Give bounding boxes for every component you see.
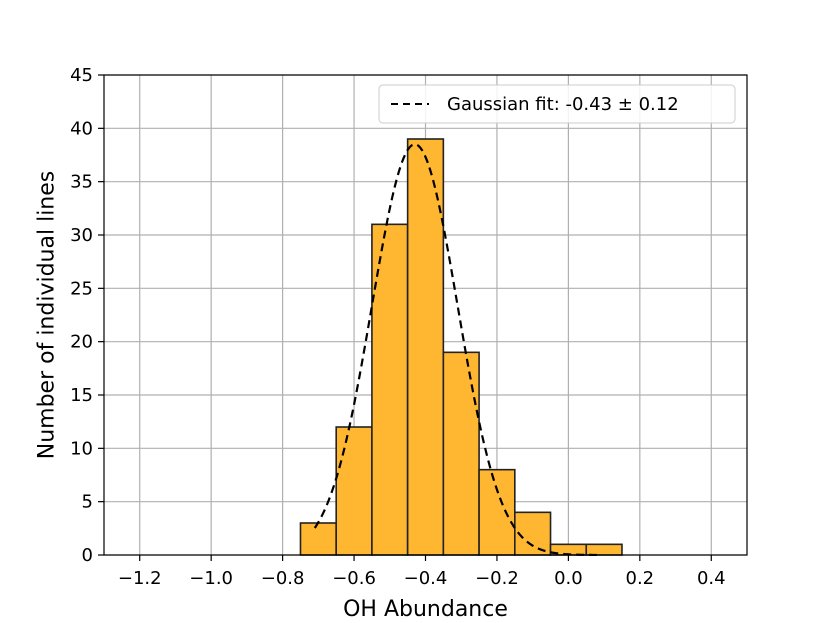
y-tick-label: 40 <box>70 118 93 139</box>
gaussian-fit-curve <box>313 143 597 557</box>
x-tick-label: −0.4 <box>404 568 448 589</box>
y-axis-ticks: 0 5 10 15 20 25 30 35 40 45 <box>70 65 104 566</box>
y-tick-label: 30 <box>70 225 93 246</box>
y-tick-label: 15 <box>70 385 93 406</box>
legend-box <box>378 84 736 124</box>
y-tick-label: 10 <box>70 438 93 459</box>
histogram-bar <box>406 138 445 556</box>
legend: Gaussian fit: -0.43 ± 0.12 <box>378 84 736 124</box>
x-tick-label: 0.4 <box>697 568 726 589</box>
y-tick-label: 45 <box>70 65 93 86</box>
x-axis-label: OH Abundance <box>343 597 508 622</box>
histogram-bar <box>442 351 480 556</box>
histogram-bar <box>299 522 337 556</box>
x-tick-label: −0.8 <box>261 568 305 589</box>
histogram-bar <box>335 426 373 556</box>
y-tick-label: 20 <box>70 332 93 353</box>
y-axis-label: Number of individual lines <box>35 171 60 460</box>
y-tick-label: 25 <box>70 278 93 299</box>
y-tick-label: 35 <box>70 172 93 193</box>
x-tick-label: −0.2 <box>475 568 519 589</box>
x-tick-label: −0.6 <box>332 568 376 589</box>
x-tick-label: 0.0 <box>554 568 583 589</box>
y-tick-label: 5 <box>82 492 93 513</box>
legend-fit-label: Gaussian fit: -0.43 ± 0.12 <box>447 94 679 115</box>
y-tick-label: 0 <box>82 545 93 566</box>
x-tick-label: −1.2 <box>118 568 162 589</box>
gaussian-fit-layer <box>313 143 597 557</box>
histogram-bar <box>585 543 623 556</box>
histogram-bar <box>514 511 552 556</box>
x-tick-label: −1.0 <box>189 568 233 589</box>
x-axis-ticks: −1.2 −1.0 −0.8 −0.6 −0.4 −0.2 0.0 0.2 0.4 <box>118 555 726 589</box>
histogram-bars <box>299 138 623 556</box>
histogram-bar <box>478 468 516 556</box>
x-tick-label: 0.2 <box>626 568 655 589</box>
